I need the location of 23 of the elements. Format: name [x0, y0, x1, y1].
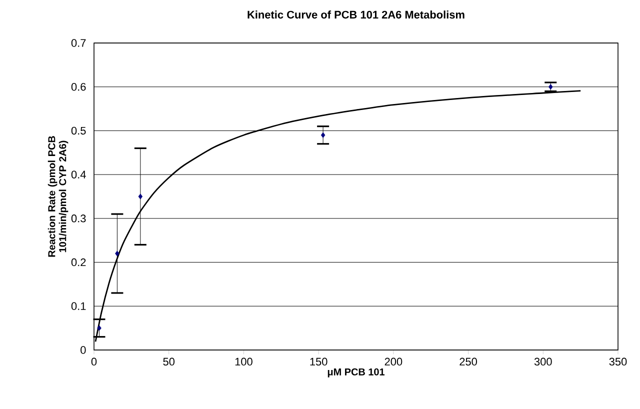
x-tick-label: 250 [460, 358, 477, 366]
y-tick-label: 0.3 [71, 214, 86, 222]
y-tick-label: 0 [80, 346, 86, 354]
x-tick-label: 0 [91, 358, 97, 366]
x-tick-label: 50 [163, 358, 175, 366]
y-tick-label: 0.7 [71, 39, 86, 47]
x-tick-label: 150 [310, 358, 328, 366]
y-tick-label: 0.1 [71, 302, 86, 310]
y-axis-title: Reaction Rate (pmol PCB 101/min/pmol CYP 2A6) [48, 136, 68, 257]
point [138, 194, 143, 200]
x-tick-label: 350 [609, 358, 627, 366]
x-tick-label: 200 [384, 358, 402, 366]
y-tick-label: 0.4 [71, 170, 86, 178]
y-tick-label: 0.2 [71, 258, 86, 266]
x-axis-title: μM PCB 101 [328, 368, 385, 378]
point [97, 325, 102, 331]
y-tick-label: 0.5 [71, 126, 86, 135]
x-tick-label: 100 [235, 358, 252, 366]
point [115, 250, 120, 256]
chart-title: Kinetic Curve of PCB 101 2A6 Metabolism [248, 10, 464, 19]
point [320, 132, 326, 138]
y-tick-label: 0.6 [71, 82, 86, 91]
x-tick-label: 300 [534, 358, 552, 366]
